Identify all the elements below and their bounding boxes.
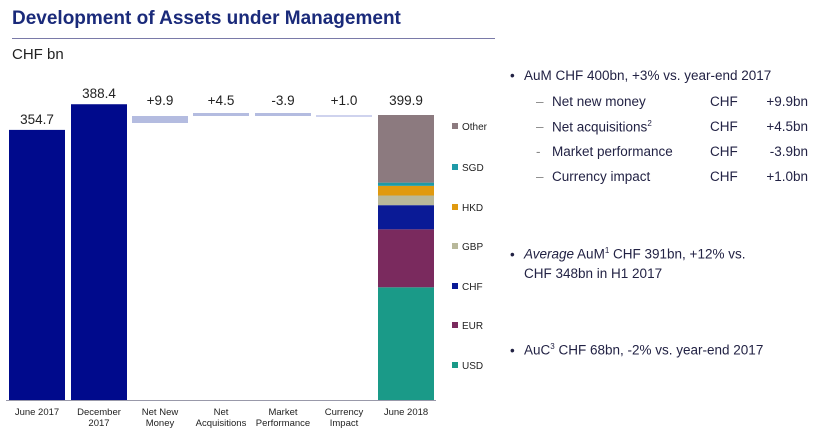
sub-bullet-label: Net new money (552, 94, 646, 109)
sub-bullet-dash: – (536, 169, 544, 184)
bullet-aum: • AuM CHF 400bn, +3% vs. year-end 2017 (510, 68, 771, 83)
segment-eur (378, 229, 434, 288)
data-label: +9.9 (147, 93, 174, 108)
x-tick-label: June 2018 (384, 407, 428, 418)
x-tick-label: Net New Money (142, 407, 179, 429)
data-label: 388.4 (82, 86, 116, 101)
delta-bar-net-acquisitions (193, 113, 249, 116)
bullet-average-mid: AuM (574, 246, 605, 262)
x-tick-label: Currency Impact (325, 407, 364, 429)
segment-hkd (378, 185, 434, 196)
footnote-3: 3 (550, 342, 555, 351)
legend-label-sgd: SGD (462, 163, 484, 174)
bullet-dot: • (510, 246, 515, 262)
sub-bullet-label: Net acquisitions2 (552, 119, 652, 135)
sub-bullet-label: Market performance (552, 144, 673, 159)
x-tick-label: Market Performance (256, 407, 310, 429)
sub-bullet-value: -3.9bn (769, 144, 808, 159)
sub-bullet-value: +9.9bn (766, 94, 808, 109)
delta-bar-currency-impact (316, 115, 372, 117)
sub-bullet-currency: CHF (710, 169, 738, 184)
legend-swatch-other (452, 123, 458, 129)
sub-bullet-label: Currency impact (552, 169, 651, 184)
bullet-auc: • AuC3 CHF 68bn, -2% vs. year-end 2017 (510, 342, 763, 358)
segment-chf (378, 205, 434, 230)
sub-bullet-value: +1.0bn (766, 169, 808, 184)
aum-waterfall-chart: 354.7 388.4 +9.9 +4.5 -3.9 +1.0 399.9 June 2017… (6, 86, 488, 429)
data-label: 399.9 (389, 93, 423, 108)
bullet-dot: • (510, 68, 515, 83)
footnote-2: 2 (647, 119, 652, 128)
data-label: +1.0 (331, 93, 358, 108)
legend-swatch-eur (452, 322, 458, 328)
page-title: Development of Assets under Management (12, 8, 401, 29)
title-divider (12, 38, 495, 39)
sub-bullet-currency: CHF (710, 94, 738, 109)
x-tick-label: December 2017 (77, 407, 121, 429)
segment-other (378, 115, 434, 183)
segment-gbp (378, 195, 434, 206)
bullet-auc-lead: AuC (524, 342, 551, 358)
data-label: 354.7 (20, 112, 54, 127)
sub-bullet-value: +4.5bn (766, 119, 808, 134)
sub-bullet-dash: – (536, 94, 544, 109)
bar-june-2017 (9, 129, 65, 401)
delta-bar-net-new-money (132, 116, 188, 123)
legend-label-hkd: HKD (462, 203, 483, 214)
legend-swatch-chf (452, 283, 458, 289)
segment-usd (378, 287, 434, 400)
legend-label-gbp: GBP (462, 242, 483, 253)
unit-label: CHF bn (12, 46, 64, 63)
bullet-aum-text: AuM CHF 400bn, +3% vs. year-end 2017 (524, 68, 772, 83)
legend-label-chf: CHF (462, 282, 483, 293)
data-label: -3.9 (271, 93, 294, 108)
sub-bullet-dash: - (536, 144, 541, 159)
legend-swatch-hkd (452, 204, 458, 210)
segment-sgd (378, 182, 434, 186)
bullet-auc-rest: CHF 68bn, -2% vs. year-end 2017 (554, 342, 764, 358)
sub-bullet-dash: – (536, 119, 544, 134)
legend-label-usd: USD (462, 361, 483, 372)
sub-bullet-currency: CHF (710, 144, 738, 159)
legend-swatch-gbp (452, 243, 458, 249)
legend-swatch-sgd (452, 164, 458, 170)
bar-december-2017 (71, 104, 127, 400)
bullet-dot: • (510, 342, 515, 358)
legend-swatch-usd (452, 362, 458, 368)
x-tick-label: June 2017 (15, 407, 59, 418)
bullet-average-line2: CHF 348bn in H1 2017 (524, 266, 663, 281)
sub-bullet-currency: CHF (710, 119, 738, 134)
bullet-average-rest: CHF 391bn, +12% vs. (609, 246, 746, 262)
data-label: +4.5 (208, 93, 235, 108)
footnote-1: 1 (604, 246, 610, 255)
legend-label-other: Other (462, 122, 488, 133)
delta-bar-market-performance (255, 113, 311, 116)
bullet-average-lead: Average (524, 246, 575, 262)
x-tick-label: Net Acquisitions (196, 407, 247, 429)
bullet-average-aum: • Average AuM1 CHF 391bn, +12% vs. (510, 246, 745, 262)
legend-label-eur: EUR (462, 321, 483, 332)
